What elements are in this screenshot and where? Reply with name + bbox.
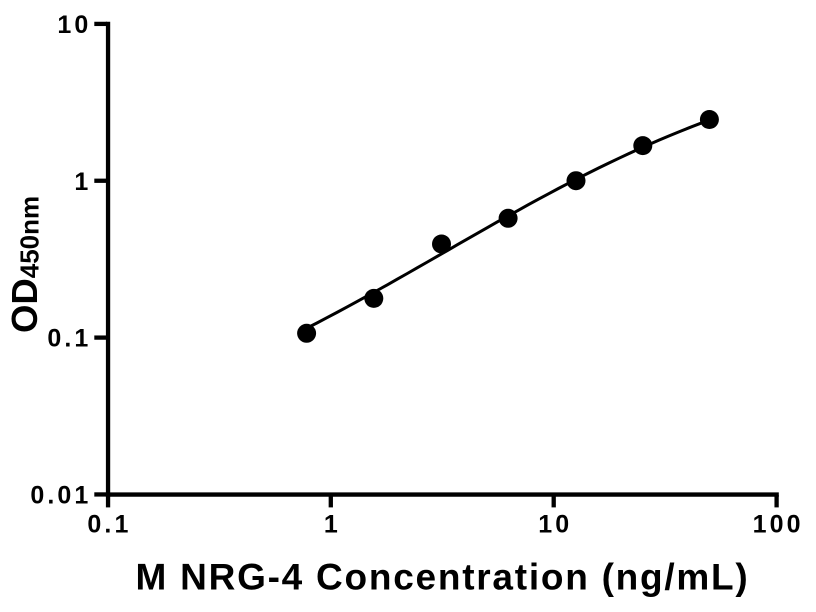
svg-text:0.01: 0.01	[30, 482, 91, 510]
svg-text:10: 10	[57, 11, 91, 39]
svg-text:M NRG-4 Concentration (ng/mL): M NRG-4 Concentration (ng/mL)	[136, 557, 750, 598]
svg-text:1: 1	[74, 168, 91, 196]
svg-text:10: 10	[538, 511, 572, 539]
svg-text:1: 1	[324, 511, 341, 539]
svg-text:0.1: 0.1	[47, 325, 91, 353]
svg-text:0.1: 0.1	[87, 511, 131, 539]
svg-text:OD450nm: OD450nm	[4, 196, 45, 333]
svg-text:100: 100	[753, 511, 804, 539]
